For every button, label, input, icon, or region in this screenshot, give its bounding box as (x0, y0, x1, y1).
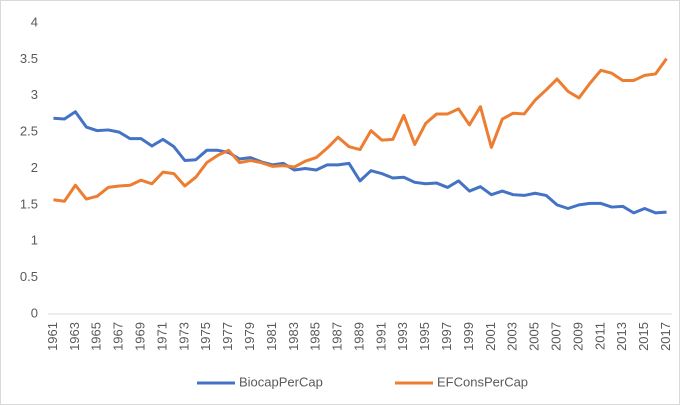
x-tick-label: 1965 (89, 322, 104, 351)
x-tick-label: 1967 (111, 322, 126, 351)
y-tick-label: 4 (31, 14, 38, 29)
x-tick-label: 1997 (439, 322, 454, 351)
x-tick-label: 1961 (45, 322, 60, 351)
y-tick-label: 3.5 (20, 51, 38, 66)
x-tick-label: 1973 (176, 322, 191, 351)
x-tick-label: 1993 (395, 322, 410, 351)
series-line (53, 57, 668, 203)
x-tick-label: 1977 (220, 322, 235, 351)
y-tick-label: 3 (31, 87, 38, 102)
x-tick-label: 1983 (286, 322, 301, 351)
y-tick-label: 0.5 (20, 269, 38, 284)
x-tick-label: 1991 (373, 322, 388, 351)
x-tick-label: 1975 (198, 322, 213, 351)
y-tick-label: 2 (31, 160, 38, 175)
x-tick-label: 1995 (417, 322, 432, 351)
legend-label: EFConsPerCap (437, 374, 528, 389)
series-line (53, 110, 667, 215)
y-tick-label: 0 (31, 305, 38, 320)
x-tick-label: 2015 (636, 322, 651, 351)
x-tick-label: 1999 (461, 322, 476, 351)
x-tick-label: 1987 (330, 322, 345, 351)
x-tick-label: 1971 (154, 322, 169, 351)
x-tick-label: 2003 (505, 322, 520, 351)
x-tick-label: 1989 (351, 322, 366, 351)
y-tick-label: 2.5 (20, 124, 38, 139)
x-tick-label: 2011 (592, 322, 607, 350)
legend-label: BiocapPerCap (239, 374, 323, 389)
x-tick-label: 1985 (308, 322, 323, 351)
x-tick-label: 2001 (483, 322, 498, 351)
x-tick-label: 2013 (614, 322, 629, 351)
y-tick-label: 1 (31, 233, 38, 248)
x-tick-label: 2005 (527, 322, 542, 351)
x-tick-label: 2007 (548, 322, 563, 351)
x-tick-label: 1969 (132, 322, 147, 351)
x-tick-label: 1979 (242, 322, 257, 351)
x-tick-label: 1963 (67, 322, 82, 351)
x-tick-label: 2009 (570, 322, 585, 351)
x-tick-label: 1981 (264, 322, 279, 351)
y-tick-label: 1.5 (20, 196, 38, 211)
x-tick-label: 2017 (658, 322, 673, 351)
